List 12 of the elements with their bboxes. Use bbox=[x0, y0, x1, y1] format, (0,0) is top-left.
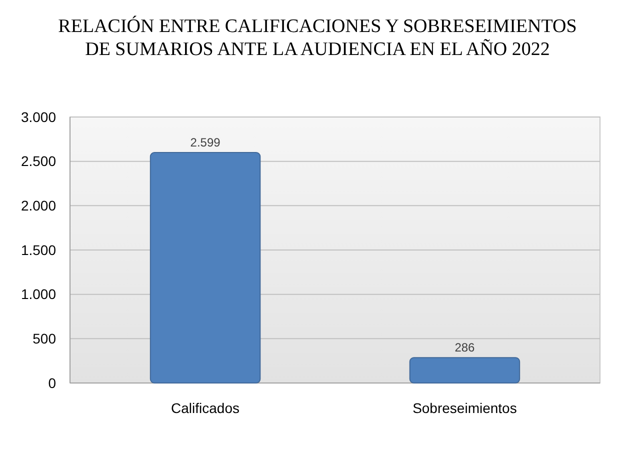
y-tick-label: 500 bbox=[32, 330, 56, 347]
y-tick-label: 2.500 bbox=[20, 153, 56, 170]
data-label: 2.599 bbox=[190, 136, 221, 150]
y-tick-label: 2.000 bbox=[20, 198, 56, 214]
x-tick-label: Sobreseimientos bbox=[412, 400, 517, 416]
data-label: 286 bbox=[454, 340, 476, 355]
y-tick-label: 3.000 bbox=[20, 108, 56, 125]
chart-title: RELACIÓN ENTRE CALIFICACIONES Y SOBRESEIMIENTOS DE SUMARIOS ANTE LA AUDIENCIA EN EL AÑO 2022 bbox=[58, 15, 577, 60]
y-tick-label: 1.000 bbox=[20, 286, 56, 302]
y-tick-label: 1.500 bbox=[20, 242, 56, 258]
x-tick-label: Calificados bbox=[171, 400, 240, 416]
y-tick-label: 0 bbox=[48, 374, 56, 391]
